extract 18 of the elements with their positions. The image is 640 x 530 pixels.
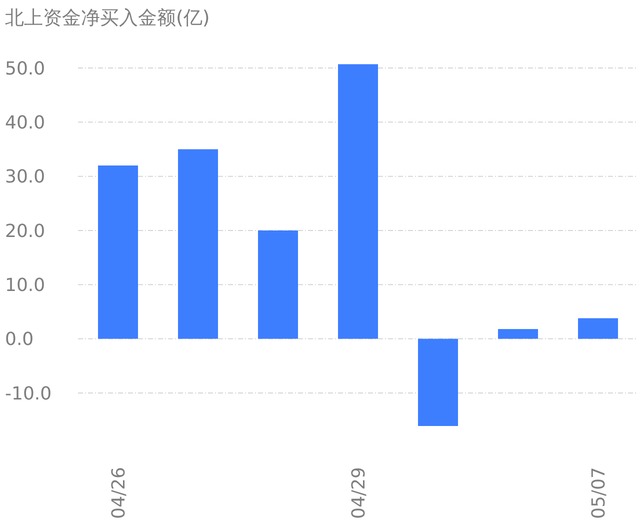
y-tick-label: 10.0	[5, 274, 46, 296]
bar	[338, 64, 378, 339]
x-tick-label: 05/07	[588, 467, 610, 519]
bar	[498, 329, 538, 339]
y-tick-label: 20.0	[5, 220, 46, 242]
chart-title: 北上资金净买入金额(亿)	[5, 7, 210, 29]
y-tick-label: -10.0	[5, 383, 52, 404]
x-tick-label: 04/29	[348, 467, 370, 519]
bar	[578, 318, 618, 339]
bar	[98, 165, 138, 339]
x-tick-label: 04/26	[108, 467, 130, 519]
bar	[258, 230, 298, 339]
y-tick-label: 0.0	[5, 329, 34, 350]
bar	[178, 149, 218, 339]
y-tick-label: 40.0	[5, 112, 46, 134]
bar	[418, 338, 458, 426]
y-tick-label: 30.0	[5, 166, 46, 188]
y-tick-label: 50.0	[5, 58, 46, 80]
